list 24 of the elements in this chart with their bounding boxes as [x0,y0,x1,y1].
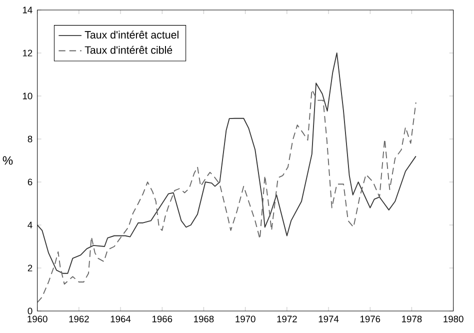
y-tick-label: 4 [28,222,32,228]
x-tick-label: 1960 [28,316,48,322]
y-tick-label: 2 [28,264,32,272]
x-tick-label: 1976 [360,316,380,322]
y-tick-label: 14 [22,6,32,14]
y-tick-label: 12 [22,50,32,56]
x-tick-label: 1970 [236,316,256,322]
y-tick-label: 8 [28,136,32,142]
line-series [37,89,416,303]
y-axis-title: % [2,156,13,165]
x-tick-label: 1964 [110,316,131,322]
x-tick-label: 1972 [277,316,297,322]
legend-label: Taux d'intérêt ciblé [84,46,172,54]
line-series [37,52,416,274]
x-tick-label: 1968 [194,316,214,322]
x-tick-label: 1978 [402,316,422,322]
x-tick-label: 1974 [318,316,339,322]
y-tick-label: 6 [28,178,32,186]
y-tick-label: 10 [22,92,32,100]
y-tick-label: 0 [28,308,32,314]
legend-label: Taux d'intérêt actuel [84,30,178,39]
x-tick-label: 1966 [152,316,172,322]
x-tick-label: 1980 [444,316,464,322]
x-tick-label: 1962 [69,316,89,322]
